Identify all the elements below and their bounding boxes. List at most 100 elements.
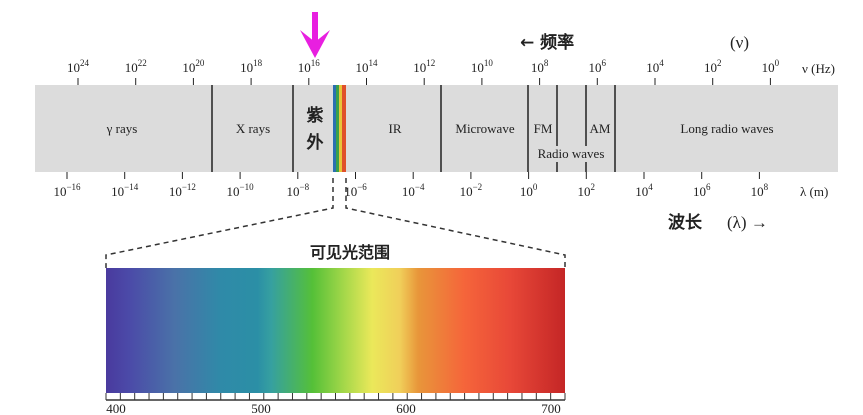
tick-exponent: −12 <box>182 182 196 192</box>
tick-base: 10 <box>589 60 602 75</box>
tick-base: 10 <box>471 60 484 75</box>
frequency-tick-label: 1024 <box>67 58 90 75</box>
frequency-symbol: (ν) <box>730 33 749 52</box>
region-uv-line2: 外 <box>307 132 324 153</box>
frequency-tick-label: 1018 <box>240 58 263 75</box>
tick-base: 10 <box>125 60 138 75</box>
frequency-tick-label: 104 <box>646 58 664 75</box>
tick-base: 10 <box>182 60 195 75</box>
tick-exponent: −2 <box>473 182 483 192</box>
wavelength-tick-label: 108 <box>751 182 769 199</box>
visible-tick-label: 600 <box>396 401 416 415</box>
region-x-rays: X rays <box>236 121 270 136</box>
frequency-tick-label: 108 <box>531 58 549 75</box>
tick-exponent: 4 <box>648 182 653 192</box>
arrow-down-icon <box>300 12 330 58</box>
region-microwave: Microwave <box>455 121 514 136</box>
tick-exponent: 8 <box>544 58 549 68</box>
tick-base: 10 <box>751 184 764 199</box>
frequency-tick-label: 106 <box>589 58 607 75</box>
tick-base: 10 <box>646 60 659 75</box>
visible-tick-label: 500 <box>251 401 271 415</box>
wavelength-symbol: (λ) → <box>727 213 768 232</box>
tick-exponent: 0 <box>775 58 780 68</box>
wavelength-tick-label: 10−10 <box>227 182 255 199</box>
tick-base: 10 <box>578 184 591 199</box>
tick-exponent: 2 <box>591 182 596 192</box>
frequency-tick-label: 102 <box>704 58 722 75</box>
tick-exponent: 18 <box>253 58 263 68</box>
tick-exponent: 6 <box>602 58 607 68</box>
tick-exponent: −10 <box>240 182 255 192</box>
tick-exponent: −14 <box>124 182 139 192</box>
tick-base: 10 <box>704 60 717 75</box>
frequency-tick-label: 1010 <box>471 58 494 75</box>
tick-exponent: 6 <box>706 182 711 192</box>
tick-exponent: −4 <box>415 182 425 192</box>
frequency-tick-label: 1020 <box>182 58 205 75</box>
region-fm: FM <box>534 121 553 136</box>
tick-base: 10 <box>53 184 66 199</box>
tick-exponent: 10 <box>484 58 494 68</box>
wavelength-tick-label: 10−2 <box>460 182 483 199</box>
wavelength-label: 波长 <box>668 212 703 233</box>
frequency-unit: ν (Hz) <box>802 61 835 76</box>
visible-scale <box>105 393 566 401</box>
wavelength-tick-label: 100 <box>520 182 538 199</box>
region-long-radio-waves: Long radio waves <box>680 121 773 136</box>
tick-exponent: 12 <box>426 58 435 68</box>
tick-base: 10 <box>413 60 426 75</box>
tick-base: 10 <box>402 184 415 199</box>
region-uv-line1: 紫 <box>307 105 324 126</box>
tick-base: 10 <box>520 184 533 199</box>
visible-scale-labels: 400 500 600 700 <box>106 401 561 415</box>
frequency-tick-label: 1014 <box>356 58 379 75</box>
wavelength-axis: 10−16 10−14 10−12 10−10 10−8 10−6 10−4 10−2 100 1… <box>53 172 769 199</box>
wavelength-tick-label: 10−12 <box>169 182 196 199</box>
region-radio-waves: Radio waves <box>538 146 605 161</box>
tick-base: 10 <box>762 60 775 75</box>
wavelength-tick-label: 104 <box>635 182 653 199</box>
tick-base: 10 <box>227 184 240 199</box>
tick-exponent: 14 <box>369 58 379 68</box>
tick-base: 10 <box>344 184 357 199</box>
wavelength-tick-label: 106 <box>693 182 711 199</box>
tick-base: 10 <box>693 184 706 199</box>
frequency-tick-label: 1012 <box>413 58 435 75</box>
tick-base: 10 <box>287 184 300 199</box>
region-gamma-rays: γ rays <box>106 121 138 136</box>
tick-base: 10 <box>111 184 124 199</box>
uv-rainbow-strip <box>333 85 346 172</box>
tick-exponent: 8 <box>764 182 769 192</box>
visible-tick-label: 400 <box>106 401 126 415</box>
spectrum-band <box>35 85 838 172</box>
tick-exponent: 22 <box>138 58 147 68</box>
tick-base: 10 <box>240 60 253 75</box>
tick-exponent: −16 <box>66 182 81 192</box>
frequency-label: ← 频率 <box>520 32 574 53</box>
wavelength-tick-label: 10−6 <box>344 182 367 199</box>
frequency-tick-label: 1022 <box>125 58 147 75</box>
tick-base: 10 <box>460 184 473 199</box>
tick-exponent: 0 <box>533 182 538 192</box>
tick-exponent: 20 <box>195 58 205 68</box>
tick-base: 10 <box>298 60 311 75</box>
wavelength-unit: λ (m) <box>800 184 828 199</box>
tick-exponent: 16 <box>311 58 321 68</box>
frequency-axis: 1024 1022 1020 1018 1016 1014 1012 1010 108 106 10… <box>67 58 780 85</box>
visible-tick-label: 700 <box>541 401 561 415</box>
tick-exponent: 24 <box>80 58 90 68</box>
wavelength-tick-label: 102 <box>578 182 596 199</box>
tick-base: 10 <box>531 60 544 75</box>
tick-base: 10 <box>635 184 648 199</box>
tick-exponent: −6 <box>357 182 367 192</box>
wavelength-tick-label: 10−16 <box>53 182 81 199</box>
visible-spectrum-bar <box>106 268 565 393</box>
region-ir: IR <box>389 121 402 136</box>
frequency-tick-label: 1016 <box>298 58 321 75</box>
tick-exponent: −8 <box>300 182 310 192</box>
zoom-dashed-lines <box>105 178 566 268</box>
frequency-tick-label: 100 <box>762 58 780 75</box>
